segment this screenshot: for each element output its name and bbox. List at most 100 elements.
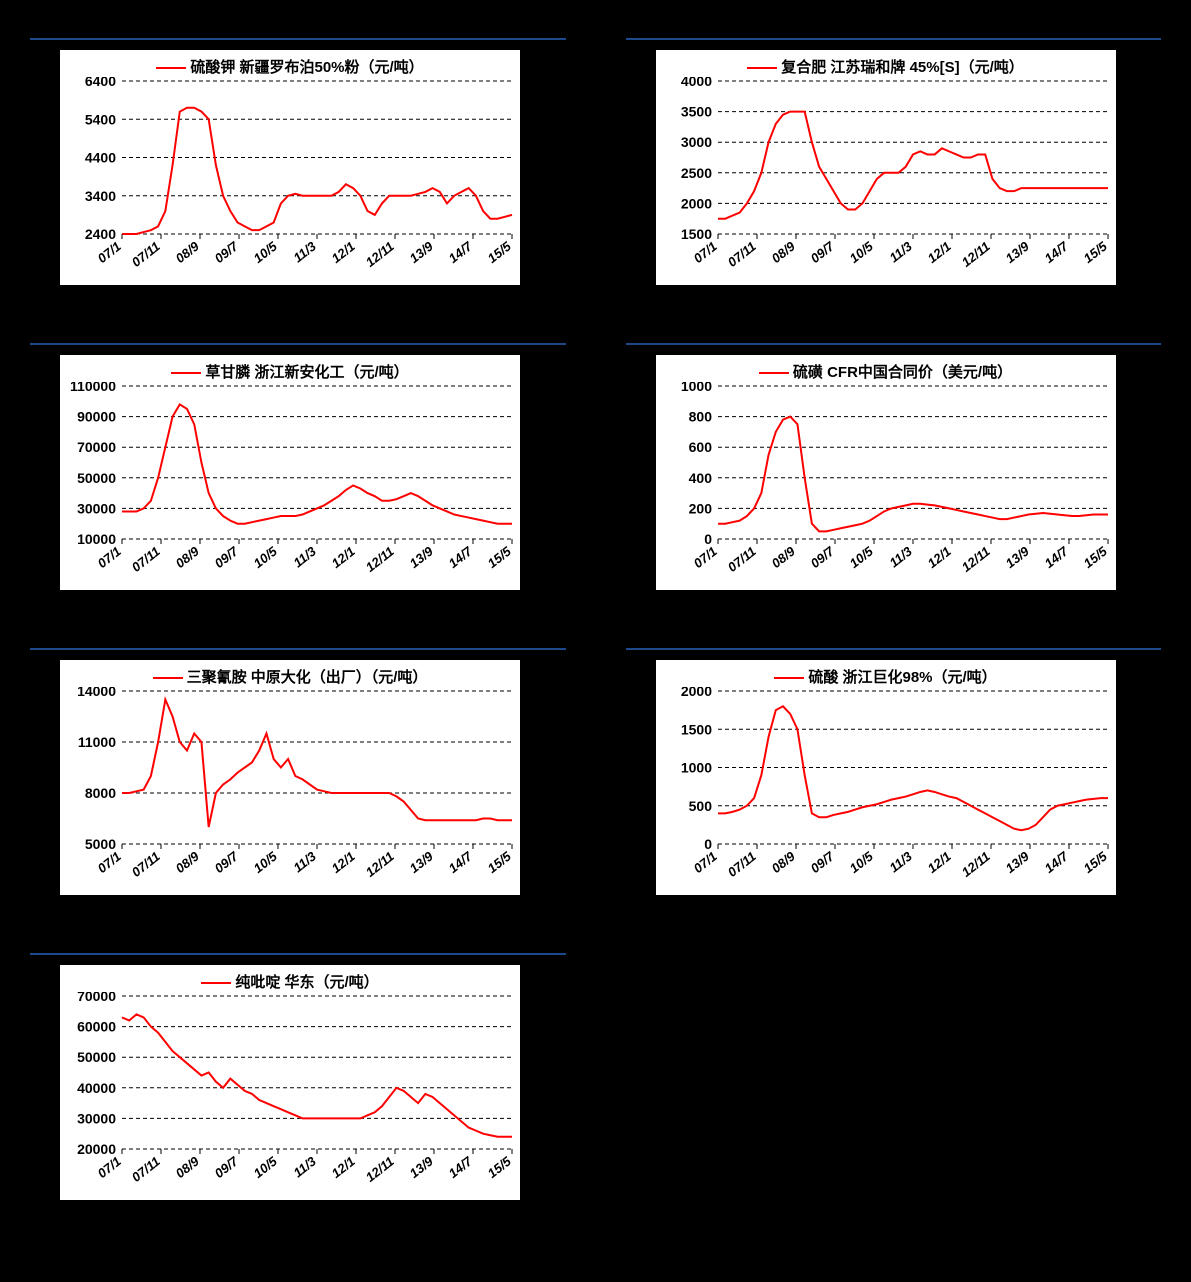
x-tick-label: 14/7 bbox=[446, 1153, 476, 1181]
panel-potassium-sulfate: 硫酸钾 新疆罗布泊50%粉（元/吨）2400340044005400640007… bbox=[30, 30, 566, 285]
x-tick-label: 11/3 bbox=[290, 543, 319, 570]
x-tick-label: 11/3 bbox=[886, 238, 915, 265]
panel-sulfur: 硫磺 CFR中国合同价（美元/吨）0200400600800100007/107… bbox=[626, 335, 1162, 590]
x-tick-label: 09/7 bbox=[807, 848, 837, 876]
series-line bbox=[122, 108, 512, 234]
divider bbox=[626, 343, 1162, 345]
x-tick-label: 11/3 bbox=[886, 848, 915, 875]
y-tick-label: 3500 bbox=[680, 104, 711, 120]
legend-line-swatch bbox=[774, 677, 804, 679]
y-tick-label: 400 bbox=[688, 470, 712, 486]
legend-label: 三聚氰胺 中原大化（出厂）（元/吨） bbox=[187, 669, 428, 686]
x-tick-label: 13/9 bbox=[407, 543, 437, 571]
legend-label: 硫磺 CFR中国合同价（美元/吨） bbox=[793, 364, 1012, 381]
y-tick-label: 50000 bbox=[77, 1049, 116, 1065]
legend-label: 纯吡啶 华东（元/吨） bbox=[235, 974, 378, 991]
x-tick-label: 09/7 bbox=[807, 238, 837, 266]
y-tick-label: 10000 bbox=[77, 531, 116, 547]
x-tick-label: 15/5 bbox=[1080, 848, 1110, 876]
x-tick-label: 12/1 bbox=[924, 544, 953, 571]
x-tick-label: 13/9 bbox=[1002, 238, 1032, 266]
series-line bbox=[718, 706, 1108, 830]
panel-compound-fertilizer: 复合肥 江苏瑞和牌 45%[S]（元/吨）1500200025003000350… bbox=[626, 30, 1162, 285]
series-line bbox=[718, 112, 1108, 219]
legend-line-swatch bbox=[201, 982, 231, 984]
x-tick-label: 08/9 bbox=[768, 238, 798, 266]
x-tick-label: 13/9 bbox=[407, 238, 437, 266]
x-tick-label: 07/1 bbox=[95, 849, 124, 876]
chart-sulfur: 硫磺 CFR中国合同价（美元/吨）0200400600800100007/107… bbox=[656, 355, 1116, 590]
divider bbox=[30, 953, 566, 955]
y-tick-label: 5000 bbox=[85, 836, 116, 852]
y-tick-label: 70000 bbox=[77, 992, 116, 1004]
x-tick-label: 10/5 bbox=[846, 848, 876, 876]
x-tick-label: 09/7 bbox=[212, 543, 242, 571]
y-tick-label: 3400 bbox=[85, 188, 116, 204]
x-tick-label: 07/1 bbox=[95, 239, 124, 266]
x-tick-label: 12/11 bbox=[958, 849, 992, 880]
y-tick-label: 1000 bbox=[680, 760, 711, 776]
x-tick-label: 12/1 bbox=[329, 849, 358, 876]
y-tick-label: 30000 bbox=[77, 1110, 116, 1126]
y-tick-label: 500 bbox=[688, 798, 712, 814]
x-tick-label: 08/9 bbox=[768, 848, 798, 876]
x-tick-label: 09/7 bbox=[212, 1153, 242, 1181]
x-tick-label: 08/9 bbox=[173, 848, 203, 876]
divider bbox=[30, 343, 566, 345]
x-tick-label: 08/9 bbox=[173, 238, 203, 266]
x-tick-label: 12/11 bbox=[363, 1154, 397, 1185]
divider bbox=[626, 648, 1162, 650]
y-tick-label: 200 bbox=[688, 500, 712, 516]
x-tick-label: 10/5 bbox=[251, 1153, 281, 1181]
x-tick-label: 10/5 bbox=[251, 543, 281, 571]
x-tick-label: 13/9 bbox=[407, 1153, 437, 1181]
y-tick-label: 4000 bbox=[680, 77, 711, 89]
x-tick-label: 09/7 bbox=[807, 543, 837, 571]
chart-legend: 纯吡啶 华东（元/吨） bbox=[60, 965, 520, 992]
series-line bbox=[718, 417, 1108, 532]
y-tick-label: 40000 bbox=[77, 1080, 116, 1096]
x-tick-label: 15/5 bbox=[485, 1153, 515, 1181]
x-tick-label: 12/11 bbox=[363, 239, 397, 270]
x-tick-label: 11/3 bbox=[886, 543, 915, 570]
x-tick-label: 15/5 bbox=[485, 543, 515, 571]
x-tick-label: 07/11 bbox=[724, 849, 758, 880]
x-tick-label: 07/1 bbox=[95, 1154, 124, 1181]
y-tick-label: 30000 bbox=[77, 500, 116, 516]
y-tick-label: 600 bbox=[688, 439, 712, 455]
y-tick-label: 60000 bbox=[77, 1019, 116, 1035]
x-tick-label: 13/9 bbox=[407, 848, 437, 876]
legend-line-swatch bbox=[156, 67, 186, 69]
x-tick-label: 13/9 bbox=[1002, 543, 1032, 571]
chart-compound-fertilizer: 复合肥 江苏瑞和牌 45%[S]（元/吨）1500200025003000350… bbox=[656, 50, 1116, 285]
x-tick-label: 12/1 bbox=[329, 1154, 358, 1181]
chart-melamine: 三聚氰胺 中原大化（出厂）（元/吨）50008000110001400007/1… bbox=[60, 660, 520, 895]
chart-legend: 硫酸 浙江巨化98%（元/吨） bbox=[656, 660, 1116, 687]
y-tick-label: 800 bbox=[688, 409, 712, 425]
legend-label: 复合肥 江苏瑞和牌 45%[S]（元/吨） bbox=[781, 59, 1024, 76]
y-tick-label: 1500 bbox=[680, 226, 711, 242]
x-tick-label: 07/11 bbox=[724, 239, 758, 270]
divider bbox=[626, 38, 1162, 40]
chart-pyridine: 纯吡啶 华东（元/吨）20000300004000050000600007000… bbox=[60, 965, 520, 1200]
x-tick-label: 12/11 bbox=[363, 544, 397, 575]
divider bbox=[30, 38, 566, 40]
x-tick-label: 14/7 bbox=[446, 238, 476, 266]
x-tick-label: 07/1 bbox=[690, 239, 719, 266]
x-tick-label: 08/9 bbox=[173, 1153, 203, 1181]
x-tick-label: 12/1 bbox=[329, 544, 358, 571]
series-line bbox=[122, 404, 512, 523]
series-line bbox=[122, 700, 512, 828]
legend-line-swatch bbox=[171, 372, 201, 374]
x-tick-label: 12/1 bbox=[924, 849, 953, 876]
y-tick-label: 14000 bbox=[77, 687, 116, 699]
x-tick-label: 12/11 bbox=[363, 849, 397, 880]
x-tick-label: 12/11 bbox=[958, 239, 992, 270]
y-tick-label: 70000 bbox=[77, 439, 116, 455]
y-tick-label: 2000 bbox=[680, 195, 711, 211]
x-tick-label: 12/1 bbox=[329, 239, 358, 266]
y-tick-label: 50000 bbox=[77, 470, 116, 486]
x-tick-label: 10/5 bbox=[251, 238, 281, 266]
x-tick-label: 07/11 bbox=[129, 1154, 163, 1185]
panel-sulfuric-acid: 硫酸 浙江巨化98%（元/吨）050010001500200007/107/11… bbox=[626, 640, 1162, 895]
